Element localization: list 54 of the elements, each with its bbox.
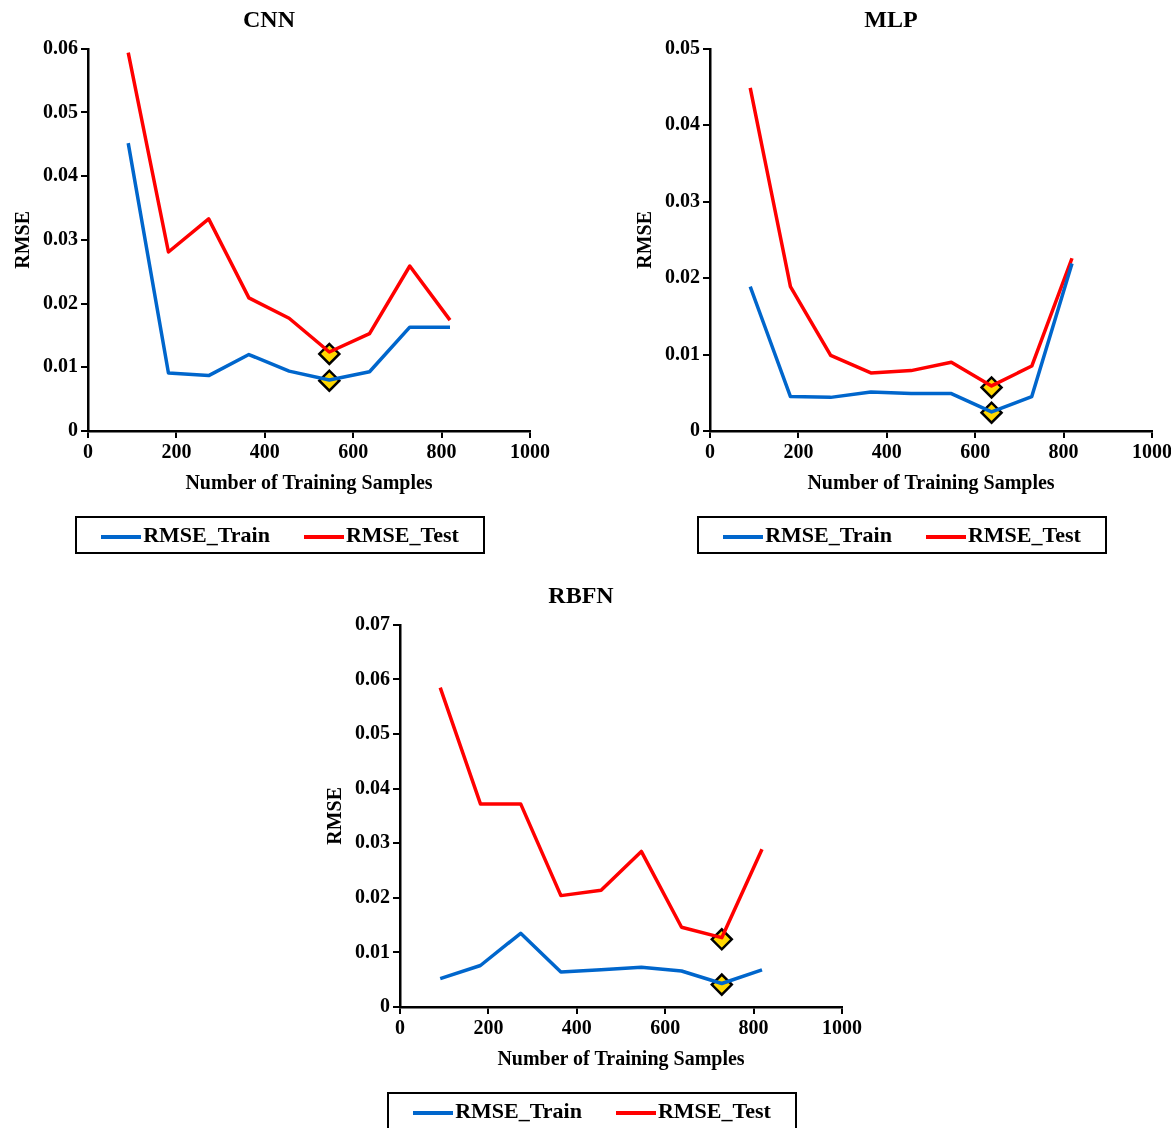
x-tick-label: 800: [1048, 440, 1079, 463]
y-tick-label: 0.06: [43, 35, 78, 58]
legend-label: RMSE_Test: [967, 522, 1081, 547]
y-tick-label: 0.07: [355, 611, 390, 634]
x-tick-label: 600: [338, 440, 369, 463]
legend-label: RMSE_Train: [455, 1098, 582, 1123]
x-tick-label: 600: [650, 1016, 681, 1039]
x-tick-label: 200: [161, 440, 192, 463]
y-tick-label: 0: [68, 418, 78, 441]
y-tick-label: 0.03: [43, 227, 78, 250]
y-axis-title: RMSE: [633, 211, 656, 269]
x-tick-label: 800: [738, 1016, 769, 1039]
x-tick-label: 600: [960, 440, 991, 463]
legend-label: RMSE_Train: [765, 522, 892, 547]
y-tick-label: 0.06: [355, 666, 390, 689]
x-tick-label: 400: [871, 440, 902, 463]
y-tick-label: 0.04: [355, 775, 390, 798]
y-tick-label: 0.05: [355, 721, 390, 744]
chart-title: MLP: [864, 5, 918, 32]
x-axis-title: Number of Training Samples: [497, 1047, 745, 1071]
x-tick-label: 200: [473, 1016, 504, 1039]
y-tick-label: 0.05: [43, 99, 78, 122]
chart-title: CNN: [243, 5, 296, 32]
y-tick-label: 0: [690, 418, 700, 441]
x-tick-label: 1000: [1132, 440, 1171, 463]
x-tick-label: 0: [83, 440, 93, 463]
y-tick-label: 0.05: [665, 35, 700, 58]
y-axis-title: RMSE: [11, 211, 34, 269]
x-tick-label: 0: [395, 1016, 405, 1039]
legend-label: RMSE_Train: [143, 522, 270, 547]
legend-label: RMSE_Test: [657, 1098, 771, 1123]
x-tick-label: 0: [705, 440, 715, 463]
y-tick-label: 0.03: [665, 188, 700, 211]
x-tick-label: 1000: [822, 1016, 862, 1039]
x-tick-label: 400: [249, 440, 280, 463]
y-tick-label: 0.03: [355, 830, 390, 853]
y-tick-label: 0.02: [43, 290, 78, 313]
x-tick-label: 200: [783, 440, 814, 463]
y-tick-label: 0: [380, 994, 390, 1017]
chart-title: RBFN: [548, 581, 615, 608]
legend-label: RMSE_Test: [345, 522, 459, 547]
y-tick-label: 0.04: [43, 163, 78, 186]
y-tick-label: 0.01: [43, 354, 78, 377]
x-axis-title: Number of Training Samples: [185, 471, 433, 495]
y-tick-label: 0.02: [355, 884, 390, 907]
y-tick-label: 0.01: [665, 341, 700, 364]
y-tick-label: 0.02: [665, 265, 700, 288]
y-tick-label: 0.04: [665, 112, 700, 135]
y-axis-title: RMSE: [323, 787, 346, 845]
x-axis-title: Number of Training Samples: [807, 471, 1055, 495]
y-tick-label: 0.01: [355, 939, 390, 962]
x-tick-label: 400: [561, 1016, 592, 1039]
x-tick-label: 800: [426, 440, 457, 463]
x-tick-label: 1000: [510, 440, 550, 463]
